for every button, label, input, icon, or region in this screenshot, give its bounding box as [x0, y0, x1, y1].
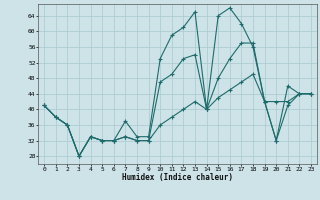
X-axis label: Humidex (Indice chaleur): Humidex (Indice chaleur) [122, 173, 233, 182]
